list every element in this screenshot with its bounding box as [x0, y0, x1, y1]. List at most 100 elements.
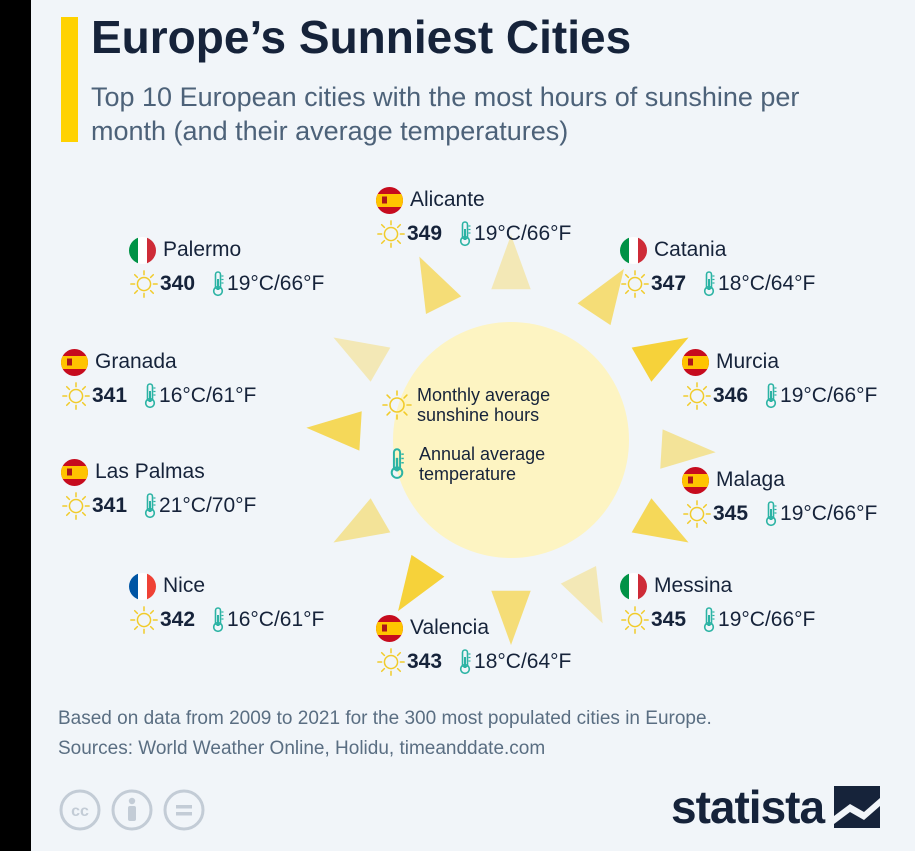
footer-sources: Sources: World Weather Online, Holidu, t… — [58, 738, 546, 759]
thermometer-icon — [212, 607, 224, 633]
thermometer-icon — [703, 607, 715, 633]
sunshine-hours: 346 — [713, 384, 749, 407]
sun-ray — [631, 337, 689, 382]
thermometer-icon — [765, 501, 777, 527]
thermometer-icon — [390, 448, 404, 479]
sun-icon — [377, 220, 405, 248]
sunshine-hours: 342 — [160, 608, 196, 631]
attribution-icon[interactable] — [110, 788, 154, 832]
flag-es-icon — [376, 614, 403, 642]
sunshine-hours: 341 — [92, 494, 128, 517]
license-icons: cc — [58, 788, 206, 832]
city-entry: Granada 341 16°C/61°F — [61, 348, 257, 410]
infographic-card: Europe’s Sunniest Cities Top 10 European… — [31, 0, 915, 851]
thermometer-icon — [144, 383, 156, 409]
sun-icon — [130, 606, 158, 634]
sunshine-hours: 349 — [407, 222, 443, 245]
sun-icon — [382, 390, 412, 420]
city-entry: Valencia 343 18°C/64°F — [376, 614, 572, 676]
brand-name: statista — [671, 781, 825, 833]
sun-ray — [419, 256, 462, 315]
avg-temperature: 19°C/66°F — [474, 222, 572, 245]
sun-ray — [306, 411, 362, 451]
flag-it-icon — [620, 572, 647, 600]
sun-illustration — [306, 235, 716, 645]
avg-temperature: 19°C/66°F — [780, 502, 878, 525]
sunshine-hours: 345 — [651, 608, 687, 631]
city-name: Valencia — [410, 616, 489, 639]
city-name: Malaga — [716, 468, 785, 491]
avg-temperature: 19°C/66°F — [780, 384, 878, 407]
sunshine-hours: 347 — [651, 272, 687, 295]
chart-title: Europe’s Sunniest Cities — [91, 11, 632, 63]
thermometer-icon — [459, 221, 471, 247]
city-name: Catania — [654, 238, 727, 261]
city-entry: Malaga 345 19°C/66°F — [682, 466, 878, 528]
avg-temperature: 18°C/64°F — [474, 650, 572, 673]
sunshine-hours: 341 — [92, 384, 128, 407]
sun-ray — [560, 565, 603, 624]
avg-temperature: 19°C/66°F — [227, 272, 325, 295]
sun-icon — [377, 648, 405, 676]
city-name: Palermo — [163, 238, 242, 261]
sun-ray — [333, 498, 391, 543]
legend-temp-label: Annual average temperature — [419, 444, 546, 484]
sun-icon — [683, 500, 711, 528]
avg-temperature: 21°C/70°F — [159, 494, 257, 517]
chart-subtitle: Top 10 European cities with the most hou… — [91, 82, 800, 146]
sun-ray — [333, 337, 391, 382]
city-name: Messina — [654, 574, 733, 597]
city-entry: Las Palmas 341 21°C/70°F — [61, 458, 257, 520]
thermometer-icon — [212, 271, 224, 297]
sun-icon — [130, 270, 158, 298]
avg-temperature: 16°C/61°F — [159, 384, 257, 407]
city-entry: Catania 347 18°C/64°F — [620, 236, 816, 298]
flag-es-icon — [61, 458, 88, 486]
avg-temperature: 19°C/66°F — [718, 608, 816, 631]
legend-hours-label: Monthly average sunshine hours — [417, 385, 551, 425]
flag-it-icon — [129, 236, 156, 264]
sun-disc — [393, 322, 629, 558]
sun-icon — [621, 606, 649, 634]
sun-ray — [491, 590, 531, 645]
sunshine-hours: 345 — [713, 502, 749, 525]
city-entry: Murcia 346 19°C/66°F — [682, 348, 878, 410]
no-derivatives-icon[interactable] — [162, 788, 206, 832]
thermometer-icon — [765, 383, 777, 409]
sun-ray — [398, 554, 445, 612]
sun-icon — [683, 382, 711, 410]
sun-ray — [577, 268, 624, 326]
flag-es-icon — [376, 186, 403, 214]
statista-logo-icon — [834, 786, 881, 828]
flag-fr-icon — [129, 572, 156, 600]
sun-ray — [631, 498, 689, 543]
cc-icon[interactable]: cc — [58, 788, 102, 832]
avg-temperature: 16°C/61°F — [227, 608, 325, 631]
sunshine-hours: 340 — [160, 272, 196, 295]
sun-icon — [62, 382, 90, 410]
city-entry: Messina 345 19°C/66°F — [620, 572, 816, 634]
city-name: Alicante — [410, 188, 485, 211]
sun-icon — [62, 492, 90, 520]
legend-sunshine-hours: Monthly average sunshine hours — [381, 385, 577, 425]
sunshine-hours: 343 — [407, 650, 443, 673]
accent-bar — [61, 17, 78, 142]
city-entry: Palermo 340 19°C/66°F — [129, 236, 325, 298]
avg-temperature: 18°C/64°F — [718, 272, 816, 295]
city-name: Granada — [95, 350, 177, 373]
svg-text:cc: cc — [71, 803, 89, 820]
city-entry: Nice 342 16°C/61°F — [129, 572, 325, 634]
flag-it-icon — [620, 236, 647, 264]
sun-icon — [621, 270, 649, 298]
statista-brand[interactable]: statista — [671, 780, 881, 834]
footer-note-text: Based on data from 2009 to 2021 for the … — [58, 708, 712, 729]
legend-temperature: Annual average temperature — [388, 444, 579, 484]
flag-es-icon — [682, 466, 709, 494]
city-name: Nice — [163, 574, 206, 597]
flag-es-icon — [61, 348, 88, 376]
thermometer-icon — [144, 493, 156, 519]
flag-es-icon — [682, 348, 709, 376]
city-name: Murcia — [716, 350, 780, 373]
city-name: Las Palmas — [95, 460, 205, 483]
sun-ray — [491, 235, 531, 290]
